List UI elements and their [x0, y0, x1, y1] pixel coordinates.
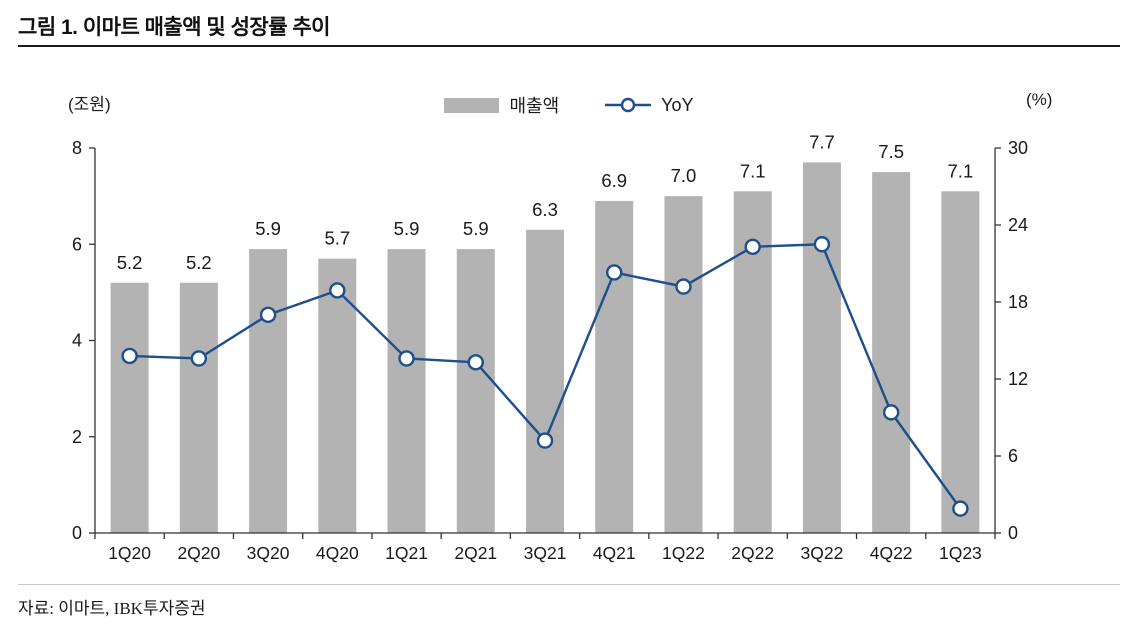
- legend-item-revenue: 매출액: [444, 92, 559, 118]
- svg-text:1Q21: 1Q21: [385, 543, 428, 563]
- svg-text:7.0: 7.0: [671, 165, 697, 186]
- svg-text:5.9: 5.9: [463, 218, 489, 239]
- svg-text:8: 8: [72, 138, 82, 158]
- svg-text:7.5: 7.5: [878, 141, 904, 162]
- svg-text:5.9: 5.9: [394, 218, 420, 239]
- svg-text:6: 6: [72, 234, 82, 254]
- footer-divider: [18, 584, 1120, 585]
- svg-text:5.2: 5.2: [186, 252, 212, 273]
- svg-text:7.1: 7.1: [740, 160, 766, 181]
- svg-text:4: 4: [72, 331, 82, 351]
- svg-text:24: 24: [1008, 215, 1028, 235]
- svg-text:0: 0: [72, 523, 82, 543]
- svg-text:4Q22: 4Q22: [870, 543, 913, 563]
- svg-text:5.2: 5.2: [117, 252, 143, 273]
- svg-text:7.7: 7.7: [809, 131, 835, 152]
- svg-text:2Q21: 2Q21: [454, 543, 497, 563]
- svg-text:6.3: 6.3: [532, 199, 558, 220]
- svg-text:2Q20: 2Q20: [177, 543, 220, 563]
- svg-text:3Q21: 3Q21: [524, 543, 567, 563]
- legend-label-revenue: 매출액: [509, 96, 560, 116]
- bar-swatch-icon: [444, 97, 500, 113]
- svg-text:2: 2: [72, 427, 82, 447]
- svg-text:12: 12: [1008, 369, 1028, 389]
- svg-text:5.9: 5.9: [255, 218, 281, 239]
- svg-text:0: 0: [1008, 523, 1018, 543]
- chart-legend: 매출액 YoY: [0, 92, 1138, 118]
- svg-text:5.7: 5.7: [324, 228, 350, 249]
- line-marker-icon: [605, 97, 652, 113]
- right-axis-unit: (%): [1026, 90, 1053, 109]
- svg-text:1Q23: 1Q23: [939, 543, 982, 563]
- svg-text:4Q21: 4Q21: [593, 543, 636, 563]
- left-axis-unit: (조원): [68, 95, 111, 114]
- svg-text:3Q22: 3Q22: [801, 543, 844, 563]
- svg-text:18: 18: [1008, 292, 1028, 312]
- svg-text:3Q20: 3Q20: [247, 543, 290, 563]
- figure-title: 그림 1. 이마트 매출액 및 성장률 추이: [18, 16, 331, 39]
- svg-text:2Q22: 2Q22: [731, 543, 774, 563]
- svg-text:30: 30: [1008, 138, 1028, 158]
- svg-text:1Q22: 1Q22: [662, 543, 705, 563]
- svg-text:6.9: 6.9: [601, 170, 627, 191]
- svg-text:4Q20: 4Q20: [316, 543, 359, 563]
- source-note: 자료: 이마트, IBK투자증권: [18, 599, 206, 618]
- svg-text:6: 6: [1008, 446, 1018, 466]
- title-divider: [18, 45, 1120, 47]
- legend-item-yoy: YoY: [605, 94, 694, 116]
- svg-text:1Q20: 1Q20: [108, 543, 151, 563]
- svg-text:7.1: 7.1: [948, 160, 974, 181]
- legend-label-yoy: YoY: [661, 94, 694, 115]
